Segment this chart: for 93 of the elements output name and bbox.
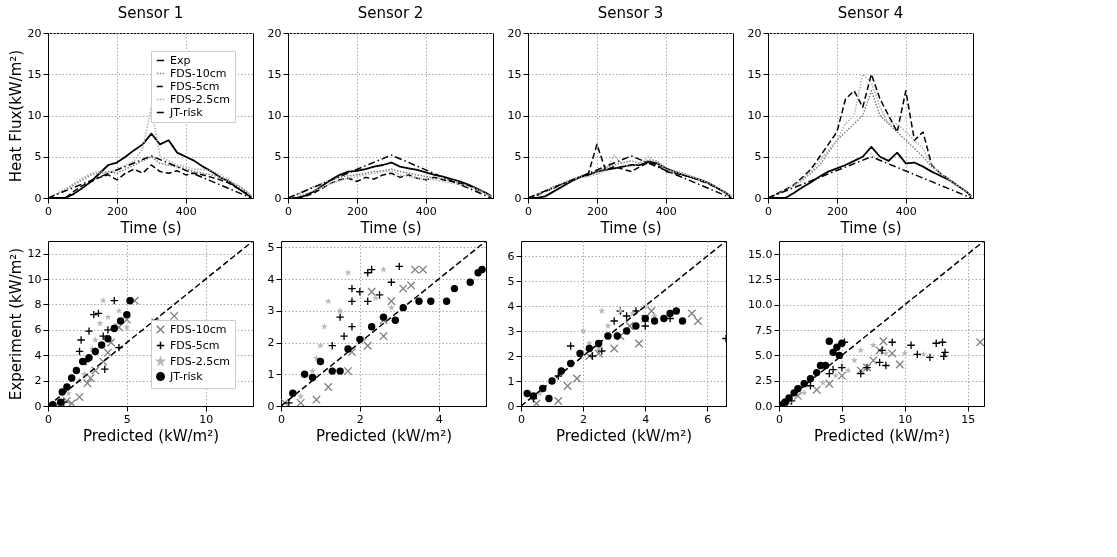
y-tick-label: 4 <box>267 272 275 286</box>
x-axis-title: Time (s) <box>359 218 422 237</box>
chart-title: Sensor 1 <box>117 4 184 22</box>
x-tick-label: 400 <box>895 204 917 218</box>
x-tick-label: 200 <box>106 204 128 218</box>
x-axis-title: Time (s) <box>119 218 182 237</box>
legend-label: FDS-2.5cm <box>170 354 231 368</box>
y-tick-label: 10 <box>27 109 42 122</box>
x-tick-label: 0 <box>45 412 52 426</box>
y-tick-label: 8 <box>34 297 42 311</box>
x-tick-label: 200 <box>826 204 848 218</box>
y-tick-label: 20 <box>27 26 42 40</box>
y-tick-label: 10.0 <box>748 298 773 312</box>
x-tick-label: 0 <box>285 204 292 218</box>
legend-label: FDS-10cm <box>170 66 227 80</box>
y-tick-label: 2.5 <box>755 374 773 388</box>
y-tick-label: 5 <box>514 150 522 164</box>
y-tick-label: 15 <box>27 67 42 81</box>
x-axis-title: Predicted (kW/m²) <box>813 426 951 445</box>
legend-label: FDS-2.5cm <box>170 92 231 106</box>
y-tick-label: 6 <box>34 323 42 337</box>
x-axis-title: Predicted (kW/m²) <box>82 426 220 445</box>
x-tick-label: 6 <box>704 412 712 426</box>
y-tick-label: 15.0 <box>748 247 773 261</box>
x-tick-label: 15 <box>961 412 976 426</box>
x-tick-label: 4 <box>435 412 443 426</box>
y-tick-label: 2 <box>34 374 42 388</box>
x-tick-label: 4 <box>642 412 650 426</box>
x-tick-label: 5 <box>123 412 131 426</box>
y-tick-label: 5 <box>754 150 762 164</box>
y-tick-label: 10 <box>507 109 522 122</box>
chart-title: Sensor 4 <box>837 4 904 22</box>
y-tick-label: 5 <box>267 240 275 254</box>
y-axis-title: Heat Flux(kW/m²) <box>6 49 25 183</box>
x-tick-label: 200 <box>346 204 368 218</box>
x-tick-label: 0 <box>45 204 52 218</box>
y-tick-label: 10 <box>267 109 282 122</box>
legend-label: FDS-5cm <box>170 79 220 93</box>
x-tick-label: 400 <box>415 204 437 218</box>
y-tick-label: 2 <box>267 336 275 350</box>
y-tick-label: 12 <box>27 247 42 261</box>
y-tick-label: 5 <box>507 274 515 288</box>
y-tick-label: 12.5 <box>748 272 773 286</box>
y-tick-label: 1 <box>507 374 515 388</box>
x-axis-title: Time (s) <box>839 218 902 237</box>
x-tick-label: 2 <box>356 412 364 426</box>
x-axis-title: Predicted (kW/m²) <box>315 426 453 445</box>
y-tick-label: 3 <box>507 324 515 338</box>
legend-label: JT-risk <box>169 105 204 119</box>
y-tick-label: 20 <box>267 26 282 40</box>
chart-title: Sensor 3 <box>597 4 664 22</box>
x-tick-label: 200 <box>586 204 608 218</box>
x-tick-label: 0 <box>525 204 532 218</box>
y-tick-label: 5.0 <box>755 348 773 362</box>
y-tick-label: 15 <box>747 67 762 81</box>
y-tick-label: 0 <box>754 191 762 205</box>
y-tick-label: 15 <box>267 67 282 81</box>
legend-label: Exp <box>170 53 191 67</box>
x-axis-title: Predicted (kW/m²) <box>555 426 693 445</box>
x-axis-title: Time (s) <box>599 218 662 237</box>
x-tick-label: 10 <box>898 412 913 426</box>
y-tick-label: 20 <box>747 26 762 40</box>
y-tick-label: 10 <box>747 109 762 122</box>
y-tick-label: 0.0 <box>755 399 773 413</box>
x-tick-label: 400 <box>175 204 197 218</box>
y-tick-label: 0 <box>507 399 515 413</box>
legend-label: JT-risk <box>169 369 204 383</box>
x-tick-label: 5 <box>838 412 846 426</box>
x-tick-label: 2 <box>580 412 588 426</box>
y-tick-label: 0 <box>274 191 282 205</box>
y-tick-label: 6 <box>507 249 515 263</box>
y-tick-label: 5 <box>34 150 42 164</box>
y-tick-label: 4 <box>34 348 42 362</box>
y-tick-label: 5 <box>274 150 282 164</box>
legend-label: FDS-10cm <box>170 322 227 336</box>
y-tick-label: 0 <box>34 191 42 205</box>
y-tick-label: 7.5 <box>755 323 773 337</box>
legend-label: FDS-5cm <box>170 338 220 352</box>
y-tick-label: 4 <box>507 299 515 313</box>
y-tick-label: 0 <box>514 191 522 205</box>
y-tick-label: 10 <box>27 272 42 286</box>
x-tick-label: 0 <box>776 412 783 426</box>
x-tick-label: 10 <box>199 412 214 426</box>
y-tick-label: 1 <box>267 367 275 381</box>
y-axis-title: Experiment (kW/m²) <box>6 247 25 401</box>
y-tick-label: 15 <box>507 67 522 81</box>
y-tick-label: 0 <box>34 399 42 413</box>
x-tick-label: 400 <box>655 204 677 218</box>
y-tick-label: 0 <box>267 399 275 413</box>
y-tick-label: 2 <box>507 349 515 363</box>
y-tick-label: 3 <box>267 304 275 318</box>
chart-title: Sensor 2 <box>357 4 424 22</box>
y-tick-label: 20 <box>507 26 522 40</box>
